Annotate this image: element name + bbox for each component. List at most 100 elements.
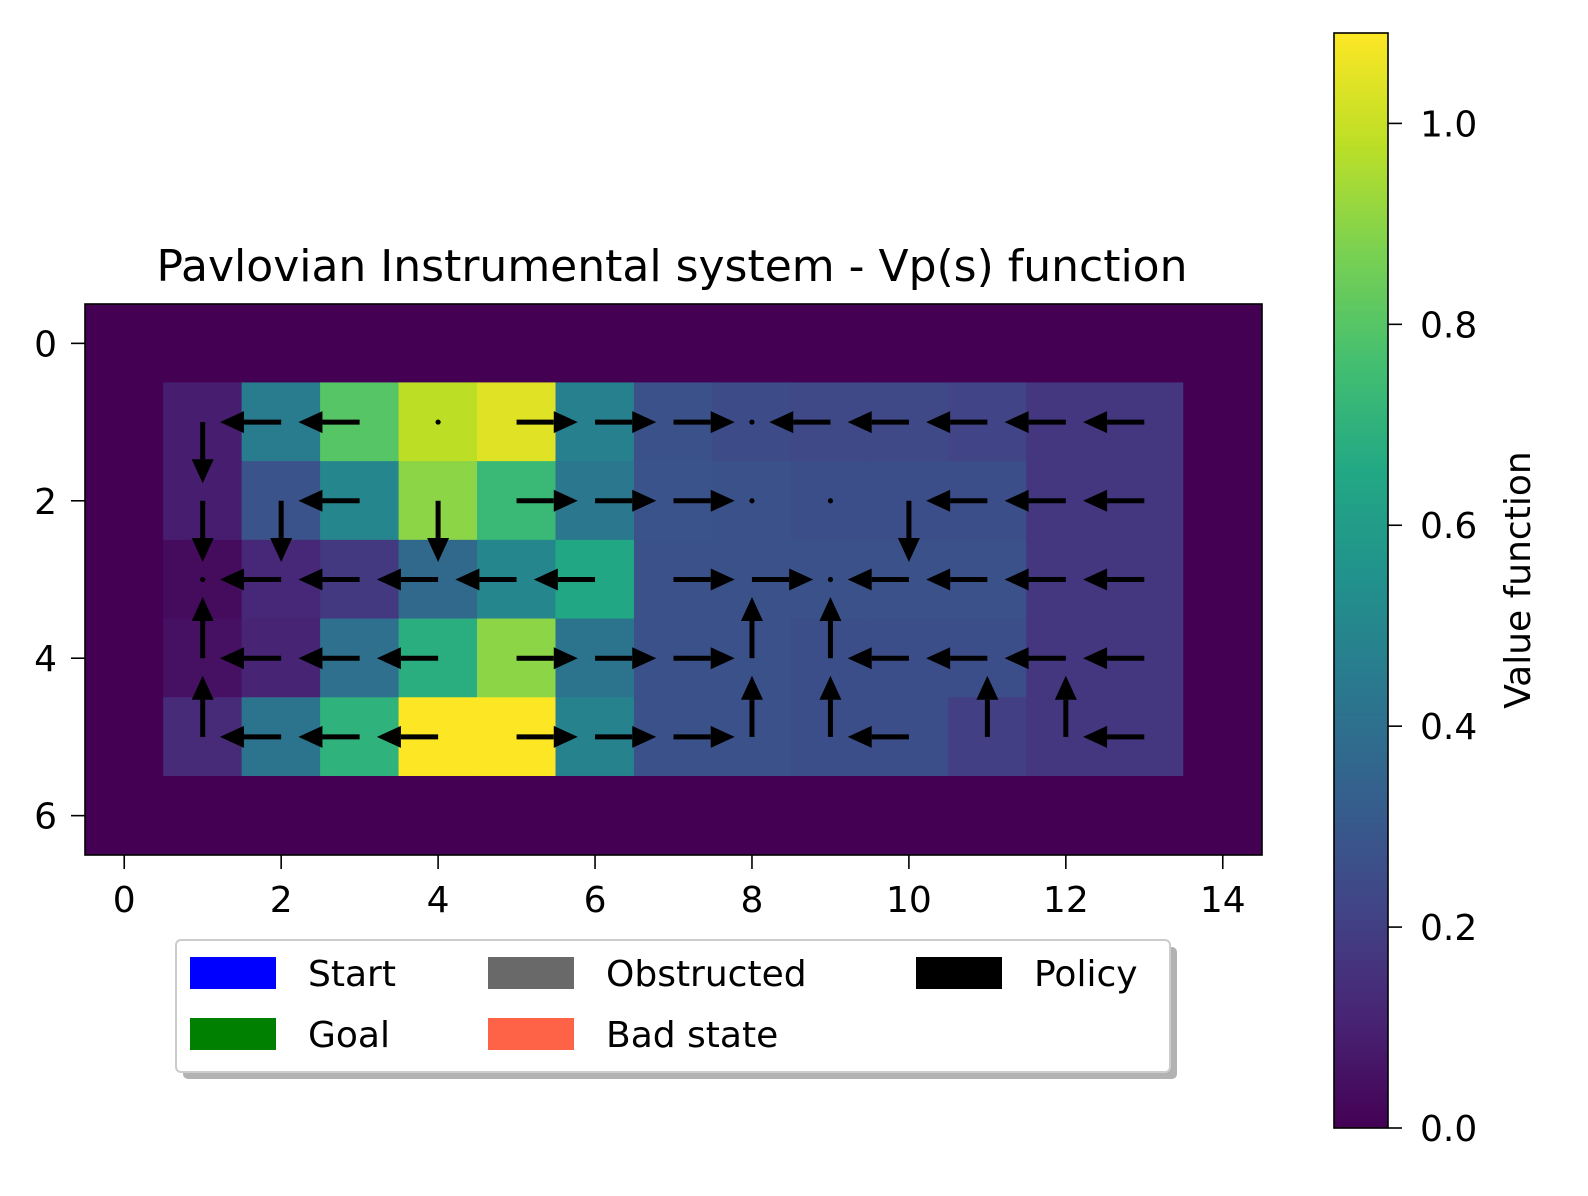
heat-cell <box>790 775 870 856</box>
x-tick-label: 2 <box>270 880 293 921</box>
policy-arrow-left <box>298 568 360 591</box>
chart-title: Pavlovian Instrumental system - Vp(s) fu… <box>157 241 1188 292</box>
policy-arrow-left <box>769 411 831 434</box>
heat-cell <box>712 775 792 856</box>
policy-arrow-left <box>1083 647 1145 670</box>
policy-arrow-right <box>673 568 735 591</box>
policy-arrow-up <box>819 597 842 659</box>
policy-arrow-right <box>673 489 735 512</box>
heat-cell <box>84 697 164 777</box>
policy-arrow-left <box>926 489 988 512</box>
policy-dot <box>827 576 834 583</box>
legend-label: Goal <box>308 1015 390 1056</box>
plot-frame <box>84 303 1263 856</box>
policy-arrow-left <box>1083 411 1145 434</box>
heat-cell <box>947 303 1027 384</box>
heat-cell <box>1104 303 1184 384</box>
heat-cell <box>1026 775 1106 856</box>
legend-swatch <box>916 957 1002 989</box>
policy-arrow-right <box>673 725 735 748</box>
legend-label: Obstructed <box>606 954 807 995</box>
policy-arrow-right <box>595 411 657 434</box>
x-tick-label: 0 <box>113 880 136 921</box>
policy-arrow-left <box>219 725 282 748</box>
legend-swatch <box>190 957 276 989</box>
heat-cell <box>869 775 949 856</box>
heat-cell <box>712 303 792 384</box>
colorbar-frame <box>1333 32 1389 1129</box>
policy-arrow-right <box>751 568 814 591</box>
heat-cell <box>477 775 557 856</box>
colorbar-tick-label: 0.8 <box>1420 305 1477 346</box>
policy-arrow-left <box>1083 568 1145 591</box>
policy-arrow-up <box>1054 675 1077 737</box>
policy-arrow-down <box>427 500 450 562</box>
policy-arrow-left <box>1004 489 1066 512</box>
legend-swatch <box>190 1018 276 1050</box>
heat-cell <box>1183 618 1263 698</box>
policy-arrow-left <box>847 725 909 748</box>
heat-cell <box>84 618 164 698</box>
heat-cell <box>1026 303 1106 384</box>
heat-cell <box>398 775 478 856</box>
policy-arrow-left <box>1004 411 1066 434</box>
y-tick-label: 4 <box>34 639 57 680</box>
policy-arrow-right <box>516 725 578 748</box>
policy-arrows <box>191 411 1145 748</box>
policy-arrow-up <box>191 597 214 659</box>
policy-arrow-left <box>847 568 909 591</box>
colorbar-tick-label: 0.4 <box>1420 707 1477 748</box>
policy-arrow-down <box>191 422 214 484</box>
heat-cell <box>477 303 557 384</box>
heat-cell <box>84 461 164 541</box>
heat-cell <box>320 775 400 856</box>
heat-cell <box>1183 382 1263 462</box>
heat-cell <box>947 775 1027 856</box>
heat-cell <box>555 775 635 856</box>
policy-arrow-left <box>298 725 360 748</box>
policy-arrow-right <box>595 489 657 512</box>
heat-cell <box>869 303 949 384</box>
colorbar-label: Value function <box>1498 451 1539 708</box>
heat-cell <box>163 775 243 856</box>
policy-arrow-left <box>455 568 517 591</box>
legend-swatch <box>488 957 574 989</box>
policy-arrow-left <box>1004 647 1066 670</box>
heat-cell <box>398 303 478 384</box>
policy-arrow-left <box>298 647 360 670</box>
heat-cell <box>1183 539 1263 620</box>
heat-cell <box>241 303 321 384</box>
policy-arrow-left <box>1004 568 1066 591</box>
heat-cell <box>241 775 321 856</box>
policy-arrow-right <box>516 489 578 512</box>
heat-cell <box>1104 775 1184 856</box>
policy-dot <box>200 576 206 583</box>
policy-arrow-left <box>847 647 909 670</box>
policy-dot <box>749 498 755 504</box>
colorbar: 0.0 0.2 0.4 0.6 0.8 1.0 Value function <box>1333 32 1539 1150</box>
policy-arrow-left <box>298 411 360 434</box>
heat-cell <box>1183 461 1263 541</box>
x-axis: 0 2 4 6 8 10 12 14 <box>113 855 1246 921</box>
legend-label: Start <box>308 954 396 995</box>
heat-cell <box>84 382 164 462</box>
policy-arrow-left <box>1083 489 1145 512</box>
x-tick-label: 8 <box>741 880 764 921</box>
policy-arrow-left <box>926 647 988 670</box>
policy-arrow-up <box>740 597 763 659</box>
policy-arrow-left <box>533 568 596 591</box>
policy-arrow-left <box>219 411 282 434</box>
heat-cell <box>1183 303 1263 384</box>
colorbar-tick-label: 0.2 <box>1420 908 1477 949</box>
legend-label: Policy <box>1034 954 1138 995</box>
colorbar-tick-label: 1.0 <box>1420 104 1477 145</box>
policy-arrow-up <box>976 675 999 737</box>
y-tick-label: 2 <box>34 482 57 523</box>
heat-cell <box>633 775 714 856</box>
policy-arrow-down <box>191 500 214 562</box>
heat-cell <box>1183 697 1263 777</box>
policy-arrow-left <box>926 568 988 591</box>
policy-arrow-left <box>376 725 439 748</box>
policy-dot <box>435 419 441 425</box>
